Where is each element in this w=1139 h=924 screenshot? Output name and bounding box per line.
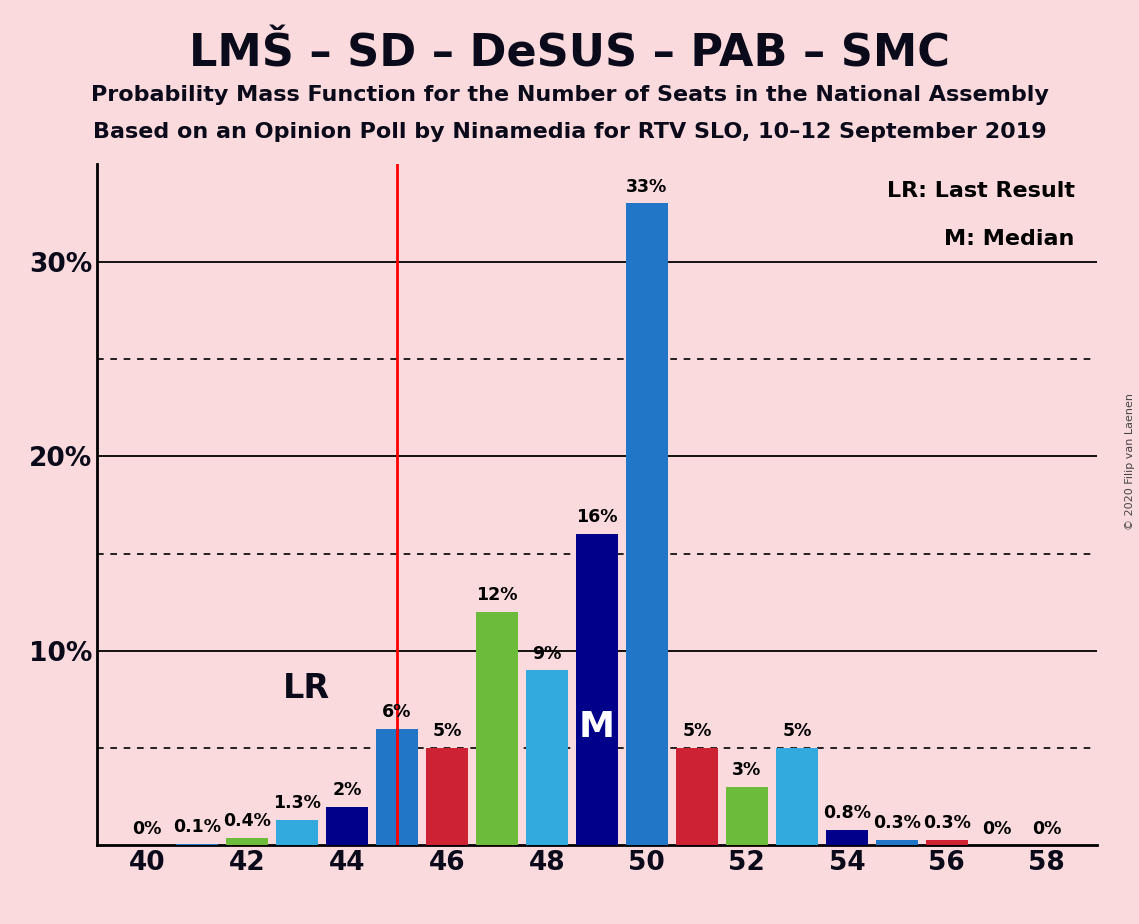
Text: 0%: 0% [132, 820, 162, 838]
Text: 2%: 2% [333, 781, 361, 798]
Text: Probability Mass Function for the Number of Seats in the National Assembly: Probability Mass Function for the Number… [91, 85, 1048, 105]
Text: LR: LR [284, 673, 330, 705]
Text: Based on an Opinion Poll by Ninamedia for RTV SLO, 10–12 September 2019: Based on an Opinion Poll by Ninamedia fo… [92, 122, 1047, 142]
Text: 9%: 9% [532, 645, 562, 663]
Text: 33%: 33% [626, 177, 667, 196]
Text: 6%: 6% [383, 703, 411, 721]
Bar [276, 821, 318, 845]
Bar [426, 748, 468, 845]
Text: 5%: 5% [682, 723, 712, 740]
Text: 3%: 3% [732, 761, 762, 779]
Text: 0.3%: 0.3% [872, 814, 920, 832]
Text: 5%: 5% [782, 723, 811, 740]
Text: © 2020 Filip van Laenen: © 2020 Filip van Laenen [1125, 394, 1134, 530]
Bar [376, 729, 418, 845]
Text: 0%: 0% [1032, 820, 1062, 838]
Bar [675, 748, 718, 845]
Text: 5%: 5% [432, 723, 461, 740]
Text: M: M [579, 711, 615, 744]
Text: LR: Last Result: LR: Last Result [887, 181, 1075, 201]
Bar [525, 670, 568, 845]
Text: 1.3%: 1.3% [273, 795, 321, 812]
Bar [625, 203, 669, 845]
Text: 0%: 0% [982, 820, 1011, 838]
Text: 0.3%: 0.3% [923, 814, 970, 832]
Text: M: Median: M: Median [944, 229, 1075, 249]
Bar [476, 612, 518, 845]
Bar [876, 840, 918, 845]
Bar [326, 807, 368, 845]
Bar [826, 830, 868, 845]
Text: 12%: 12% [476, 586, 517, 604]
Text: 16%: 16% [576, 508, 617, 527]
Text: LMŠ – SD – DeSUS – PAB – SMC: LMŠ – SD – DeSUS – PAB – SMC [189, 32, 950, 76]
Text: 0.1%: 0.1% [173, 818, 221, 835]
Bar [926, 840, 968, 845]
Bar [575, 534, 618, 845]
Bar [726, 787, 768, 845]
Bar [175, 844, 218, 845]
Bar [776, 748, 818, 845]
Bar [226, 838, 268, 845]
Text: 0.8%: 0.8% [822, 804, 871, 822]
Text: 0.4%: 0.4% [223, 812, 271, 830]
